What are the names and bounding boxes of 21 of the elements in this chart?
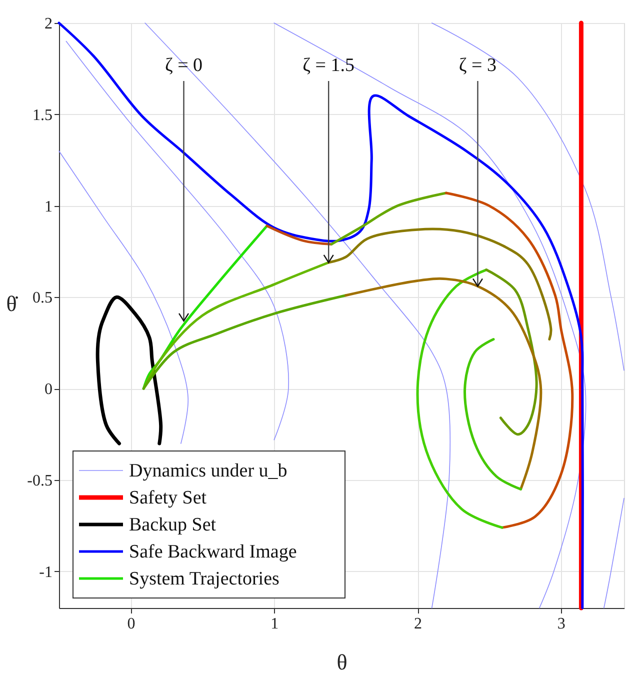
y-axis-title: θ̇ (6, 291, 19, 316)
legend-label: Safety Set (129, 488, 208, 508)
annotation: ζ = 3 (458, 55, 497, 76)
x-tick-label: 1 (270, 616, 279, 632)
y-tick-label: 1.5 (32, 106, 52, 124)
annotation: ζ = 1.5 (302, 55, 355, 76)
annotation: ζ = 0 (164, 55, 203, 76)
x-tick-label: 2 (414, 616, 422, 632)
x-axis-title: θ (336, 650, 348, 674)
legend-label: Backup Set (129, 514, 217, 536)
legend-label: System Trajectories (129, 568, 280, 590)
y-tick-label: -0.5 (27, 472, 52, 490)
legend-label: Dynamics under u_b (129, 460, 288, 482)
legend-label: Safe Backward Image (129, 542, 297, 562)
y-tick-label: -1 (39, 564, 52, 581)
y-tick-label: 2 (44, 16, 52, 32)
y-tick-label: 0 (44, 381, 52, 398)
y-tick-label: 1 (44, 198, 52, 216)
y-tick-label: 0.5 (32, 290, 52, 307)
x-tick-label: 0 (127, 616, 136, 632)
x-tick-label: 3 (557, 616, 566, 632)
